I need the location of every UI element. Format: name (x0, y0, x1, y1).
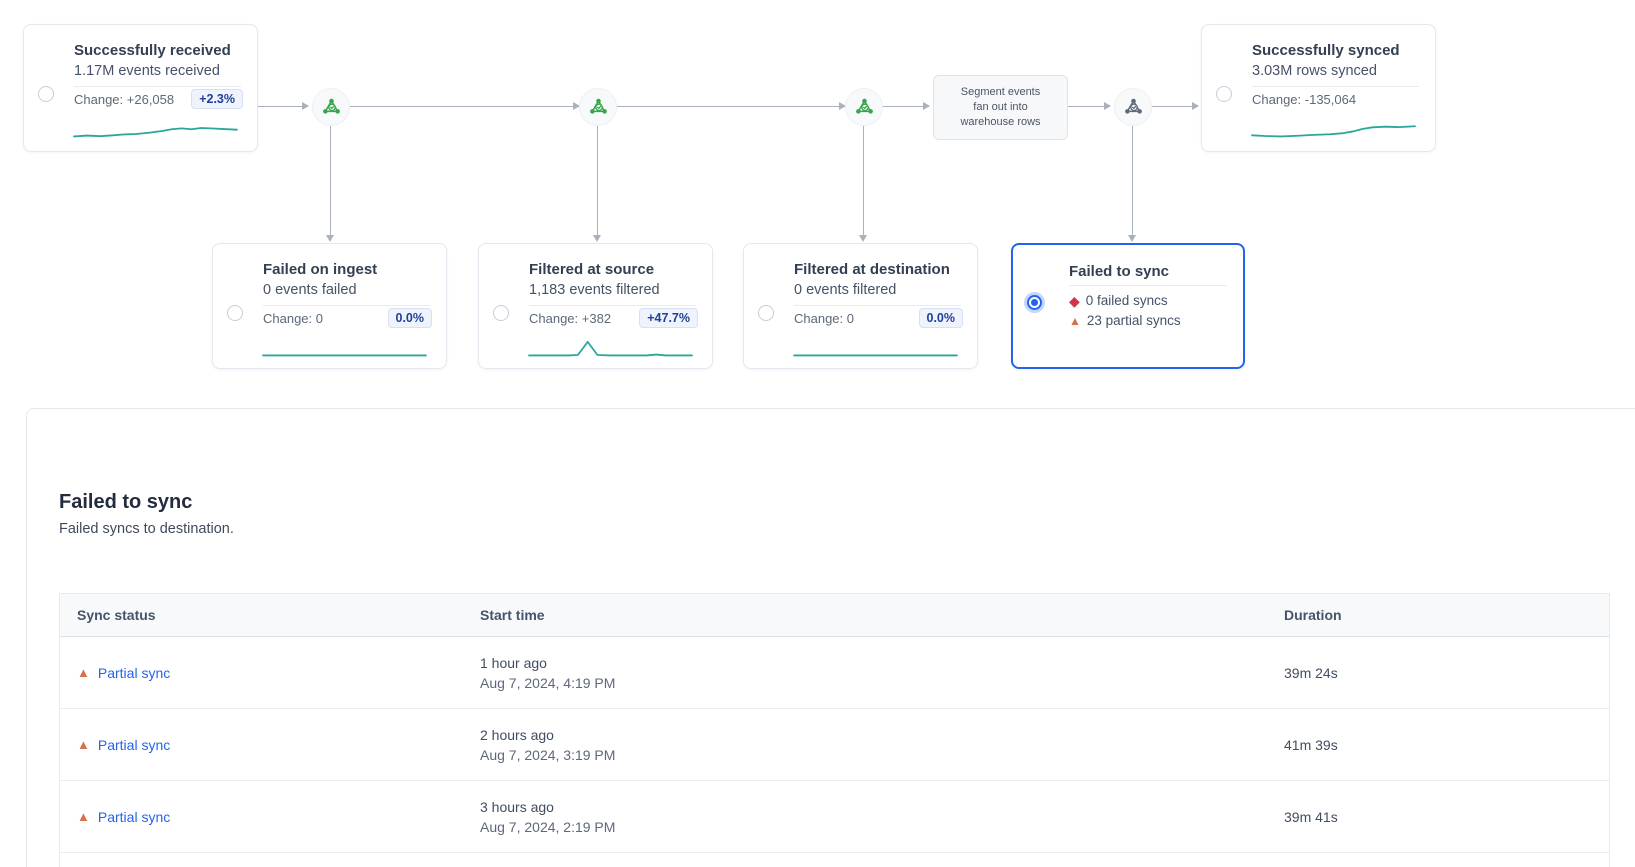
duration-value: 41m 39s (1284, 736, 1338, 753)
timestamp: Aug 7, 2024, 2:19 PM (480, 818, 616, 835)
table-header-row: Sync status Start time Duration (60, 594, 1609, 637)
change-percent-badge: +2.3% (191, 89, 243, 109)
change-percent-badge: 0.0% (387, 308, 432, 328)
node-title: Successfully received (74, 42, 231, 59)
flow-connector (258, 102, 309, 110)
fanout-note-line: warehouse rows (960, 116, 1041, 128)
ingest-step-icon (312, 88, 350, 126)
partial-sync-link[interactable]: Partial sync (97, 808, 171, 825)
node-radio[interactable] (493, 305, 509, 321)
table-row: ▲ Partial sync 1 hour ago Aug 7, 2024, 4… (60, 637, 1609, 709)
partial-syncs-stat: ▲ 23 partial syncs (1069, 311, 1181, 331)
partial-syncs-label: 23 partial syncs (1086, 313, 1181, 328)
details-panel: Failed to sync Failed syncs to destinati… (26, 408, 1635, 867)
integration-check-icon (1124, 98, 1142, 114)
partial-triangle-icon: ▲ (77, 665, 90, 680)
failed-diamond-icon: ◆ (1069, 293, 1080, 309)
node-card-failed-on-ingest[interactable]: Failed on ingest 0 events failed Change:… (212, 243, 447, 369)
integration-check-icon (855, 98, 873, 114)
divider (1069, 285, 1227, 286)
column-header-start-time: Start time (480, 607, 545, 623)
node-radio[interactable] (227, 305, 243, 321)
node-title: Failed on ingest (263, 261, 378, 278)
destination-filter-step-icon (845, 88, 883, 126)
failed-syncs-label: 0 failed syncs (1085, 293, 1168, 308)
node-metric: 0 events failed (263, 282, 357, 298)
divider (794, 305, 961, 306)
divider (529, 305, 696, 306)
divider (74, 86, 241, 87)
relative-time: 2 hours ago (480, 726, 554, 743)
change-percent-badge: 0.0% (918, 308, 963, 328)
flow-connector (350, 102, 580, 110)
node-radio[interactable] (758, 305, 774, 321)
change-label: Change: +382 (529, 310, 612, 326)
change-percent-badge: +47.7% (639, 308, 698, 328)
table-row: ▲ Partial sync 2 hours ago Aug 7, 2024, … (60, 709, 1609, 781)
flow-connector (883, 102, 930, 110)
source-filter-step-icon (579, 88, 617, 126)
change-label: Change: +26,058 (74, 91, 175, 107)
divider (1252, 86, 1419, 87)
failed-syncs-table: Sync status Start time Duration ▲ Partia… (59, 593, 1610, 867)
change-label: Change: 0 (794, 310, 854, 326)
partial-triangle-icon: ▲ (77, 737, 90, 752)
partial-sync-link[interactable]: Partial sync (97, 664, 171, 681)
partial-triangle-icon: ▲ (77, 809, 90, 824)
node-radio[interactable] (1216, 86, 1232, 102)
timestamp: Aug 7, 2024, 4:19 PM (480, 674, 616, 691)
node-card-failed-to-sync[interactable]: Failed to sync ◆ 0 failed syncs ▲ 23 par… (1011, 243, 1245, 369)
sparkline-chart (1252, 118, 1415, 144)
node-metric: 3.03M rows synced (1252, 63, 1377, 79)
flow-connector (617, 102, 846, 110)
node-card-filtered-at-source[interactable]: Filtered at source 1,183 events filtered… (478, 243, 713, 369)
sparkline-chart (794, 337, 957, 363)
node-metric: 0 events filtered (794, 282, 897, 298)
column-header-sync-status: Sync status (77, 607, 156, 623)
flow-connector-down (1128, 126, 1136, 242)
fanout-note: Segment events fan out into warehouse ro… (933, 75, 1068, 140)
node-title: Successfully synced (1252, 42, 1400, 59)
timestamp: Aug 7, 2024, 3:19 PM (480, 746, 616, 763)
partial-triangle-icon: ▲ (1069, 314, 1081, 328)
table-row-clipped (60, 853, 1609, 867)
sparkline-chart (529, 337, 692, 363)
sparkline-chart (74, 118, 237, 144)
node-title: Filtered at destination (794, 261, 950, 278)
relative-time: 3 hours ago (480, 798, 554, 815)
sync-step-icon (1114, 88, 1152, 126)
sparkline-chart (263, 337, 426, 363)
fanout-note-line: fan out into (973, 101, 1028, 113)
duration-value: 39m 24s (1284, 664, 1338, 681)
partial-sync-link[interactable]: Partial sync (97, 736, 171, 753)
section-subtitle: Failed syncs to destination. (59, 521, 234, 537)
flow-connector-down (326, 126, 334, 242)
flow-connector-down (859, 126, 867, 242)
change-label: Change: -135,064 (1252, 91, 1357, 107)
integration-check-icon (322, 98, 340, 114)
node-card-successfully-received[interactable]: Successfully received 1.17M events recei… (23, 24, 258, 152)
change-label: Change: 0 (263, 310, 323, 326)
divider (263, 305, 430, 306)
integration-check-icon (589, 98, 607, 114)
node-title: Failed to sync (1069, 263, 1170, 280)
duration-value: 39m 41s (1284, 808, 1338, 825)
node-radio[interactable] (38, 86, 54, 102)
node-metric: 1,183 events filtered (529, 282, 660, 298)
node-radio-selected[interactable] (1027, 295, 1042, 310)
section-title: Failed to sync (59, 491, 193, 513)
node-card-successfully-synced[interactable]: Successfully synced 3.03M rows synced Ch… (1201, 24, 1436, 152)
node-card-filtered-at-destination[interactable]: Filtered at destination 0 events filtere… (743, 243, 978, 369)
flow-connector-down (593, 126, 601, 242)
column-header-duration: Duration (1284, 607, 1342, 623)
relative-time: 1 hour ago (480, 654, 547, 671)
flow-connector (1152, 102, 1199, 110)
node-title: Filtered at source (529, 261, 655, 278)
failed-syncs-stat: ◆ 0 failed syncs (1069, 291, 1181, 311)
fanout-note-line: Segment events (960, 86, 1041, 98)
table-row: ▲ Partial sync 3 hours ago Aug 7, 2024, … (60, 781, 1609, 853)
node-metric: 1.17M events received (74, 63, 220, 79)
flow-connector (1068, 102, 1111, 110)
